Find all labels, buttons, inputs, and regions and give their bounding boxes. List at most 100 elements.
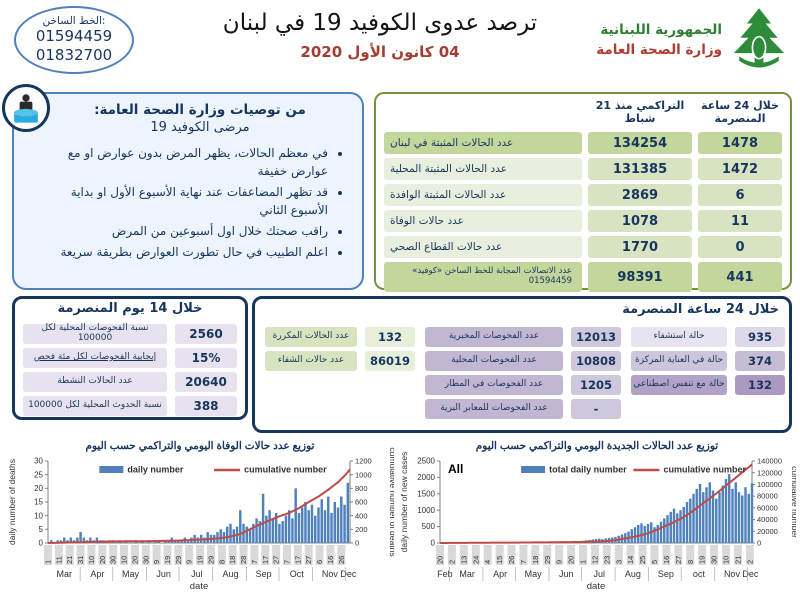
svg-text:توزيع عدد الحالات الجديدة اليو: توزيع عدد الحالات الجديدة اليومي والتراك… — [476, 440, 719, 453]
svg-text:May: May — [122, 569, 140, 579]
stat-label: عدد الفحوصات المحلية — [425, 351, 563, 371]
svg-text:May: May — [525, 569, 543, 579]
logo-line2: وزارة الصحة العامة — [596, 42, 722, 58]
svg-text:2000: 2000 — [417, 473, 435, 482]
svg-text:Aug: Aug — [625, 569, 641, 579]
svg-text:Jun: Jun — [559, 569, 574, 579]
col-header-cumulative: التراكمي منذ 21 شباط — [595, 98, 685, 125]
svg-text:0: 0 — [39, 539, 44, 548]
title-block: ترصد عدوى الكوفيد 19 في لبنان 04 كانون ا… — [165, 10, 595, 61]
svg-text:1000: 1000 — [417, 506, 435, 515]
svg-text:120000: 120000 — [757, 468, 782, 477]
svg-text:cumulative number: cumulative number — [663, 465, 746, 475]
svg-text:2: 2 — [745, 560, 754, 564]
hotline-number-1: 01594459 — [35, 27, 113, 45]
stat-value: 20640 — [175, 372, 237, 392]
svg-text:Jul: Jul — [191, 569, 203, 579]
chart-svg: توزيع عدد الحالات الجديدة اليومي والتراك… — [399, 440, 800, 592]
row-label: عدد حالات الوفاة — [384, 210, 582, 232]
table-row: عدد الحالات المثبتة في لبنان 134254 1478 — [384, 132, 782, 154]
svg-text:Oct: Oct — [290, 569, 305, 579]
svg-text:2500: 2500 — [417, 457, 435, 466]
svg-text:7: 7 — [519, 560, 528, 564]
svg-text:500: 500 — [422, 522, 436, 531]
svg-text:oct: oct — [693, 569, 706, 579]
stat-row: عدد الحالات النشطة 20640 — [23, 372, 237, 392]
svg-text:16: 16 — [662, 556, 671, 564]
svg-text:Apr: Apr — [493, 569, 507, 579]
cumulative-value: 1078 — [588, 210, 692, 232]
svg-text:1: 1 — [579, 560, 588, 564]
last14days-panel: خلال 14 يوم المنصرمة نسبة الفحوصات المحل… — [12, 296, 248, 420]
stat-label: نسبة الفحوصات المحلية لكل 100000 — [23, 323, 167, 344]
svg-text:25: 25 — [638, 556, 647, 564]
recommendation-item: راقب صحتك خلال اول أسبوعين من المرض — [54, 222, 328, 240]
table-row: عدد حالات الوفاة 1078 11 — [384, 210, 782, 232]
stat-row: عدد الفحوصات المحلية 10808 — [425, 351, 621, 371]
svg-text:total daily number: total daily number — [549, 465, 627, 475]
row-label: عدد حالات القطاع الصحي — [384, 236, 582, 258]
recovery-group: عدد الحالات المكررة 132 عدد حالات الشفاء… — [265, 323, 415, 371]
svg-text:30: 30 — [34, 457, 43, 466]
svg-text:80000: 80000 — [757, 492, 778, 501]
svg-text:cumulative number of deaths: cumulative number of deaths — [388, 447, 394, 556]
table-row: عدد حالات القطاع الصحي 1770 0 — [384, 236, 782, 258]
svg-text:18: 18 — [228, 556, 237, 564]
svg-text:21: 21 — [65, 556, 74, 564]
last24h-value: 11 — [698, 210, 782, 232]
stat-value: - — [571, 399, 621, 419]
svg-text:10: 10 — [34, 511, 43, 520]
cumulative-value: 98391 — [588, 262, 692, 292]
last24h-value: 0 — [698, 236, 782, 258]
recommendations-list: في معظم الحالات، يظهر المرض بدون عوارض ا… — [54, 144, 342, 261]
svg-text:cumulative number: cumulative number — [244, 465, 327, 475]
recommendation-item: اعلم الطبيب في حال تطورت العوارض بطريقة … — [54, 243, 328, 261]
stat-value: 388 — [175, 396, 237, 416]
table-row: عدد الحالات المثبتة المحلية 131385 1472 — [384, 158, 782, 180]
svg-text:توزيع عدد حالات الوفاة اليومي: توزيع عدد حالات الوفاة اليومي والتراكمي … — [86, 440, 315, 453]
stat-row: عدد الفحوصات المخبرية 12013 — [425, 327, 621, 347]
svg-text:date: date — [190, 581, 209, 592]
svg-text:30: 30 — [710, 556, 719, 564]
svg-text:20: 20 — [34, 484, 43, 493]
row-label: عدد الاتصالات المجابة للخط الساخن «كوفيد… — [384, 262, 582, 292]
last24h-value: 1478 — [698, 132, 782, 154]
svg-text:100000: 100000 — [757, 480, 782, 489]
svg-text:17: 17 — [261, 556, 270, 564]
stat-row: حالة استشفاء 935 — [631, 327, 785, 347]
svg-text:5: 5 — [650, 560, 659, 564]
svg-text:Mar: Mar — [57, 569, 73, 579]
svg-text:20: 20 — [567, 556, 576, 564]
svg-text:cumulative number: cumulative number — [790, 466, 796, 538]
svg-text:Feb: Feb — [437, 569, 453, 579]
page-title: ترصد عدوى الكوفيد 19 في لبنان — [222, 10, 538, 36]
recommendation-item: قد تظهر المضاعفات عند نهاية الأسبوع الأو… — [54, 183, 328, 219]
svg-text:27: 27 — [674, 556, 683, 564]
svg-text:8: 8 — [217, 560, 226, 564]
logo-line1: الجمهورية اللبنانية — [600, 21, 722, 38]
row-label: عدد الحالات المثبتة في لبنان — [384, 132, 582, 154]
svg-text:Sep: Sep — [658, 569, 674, 579]
svg-text:20: 20 — [98, 556, 107, 564]
recommendation-item: في معظم الحالات، يظهر المرض بدون عوارض ا… — [54, 144, 328, 180]
svg-text:15: 15 — [34, 498, 43, 507]
svg-text:Mar: Mar — [459, 569, 475, 579]
svg-text:140000: 140000 — [757, 457, 782, 466]
svg-text:Nov: Nov — [322, 569, 339, 579]
svg-text:200: 200 — [355, 525, 368, 534]
stat-label: حالة مع تنفس اصطناعي — [631, 375, 727, 395]
hotline-label: الخط الساخن: — [42, 15, 106, 27]
svg-text:29: 29 — [543, 556, 552, 564]
cumulative-value: 134254 — [588, 132, 692, 154]
stat-label: حالة استشفاء — [631, 327, 727, 347]
recommendations-panel: من توصيات وزارة الصحة العامة: مرضى الكوف… — [12, 92, 364, 290]
svg-text:1000: 1000 — [355, 470, 372, 479]
stat-label: إيجابية الفحوصات لكل مئة فحص — [23, 348, 167, 368]
stat-row: عدد الحالات المكررة 132 — [265, 327, 415, 347]
svg-text:29: 29 — [174, 556, 183, 564]
svg-text:20000: 20000 — [757, 527, 778, 536]
row-label: عدد الحالات المثبتة الوافدة — [384, 184, 582, 206]
svg-text:All: All — [448, 462, 463, 476]
svg-text:60000: 60000 — [757, 503, 778, 512]
